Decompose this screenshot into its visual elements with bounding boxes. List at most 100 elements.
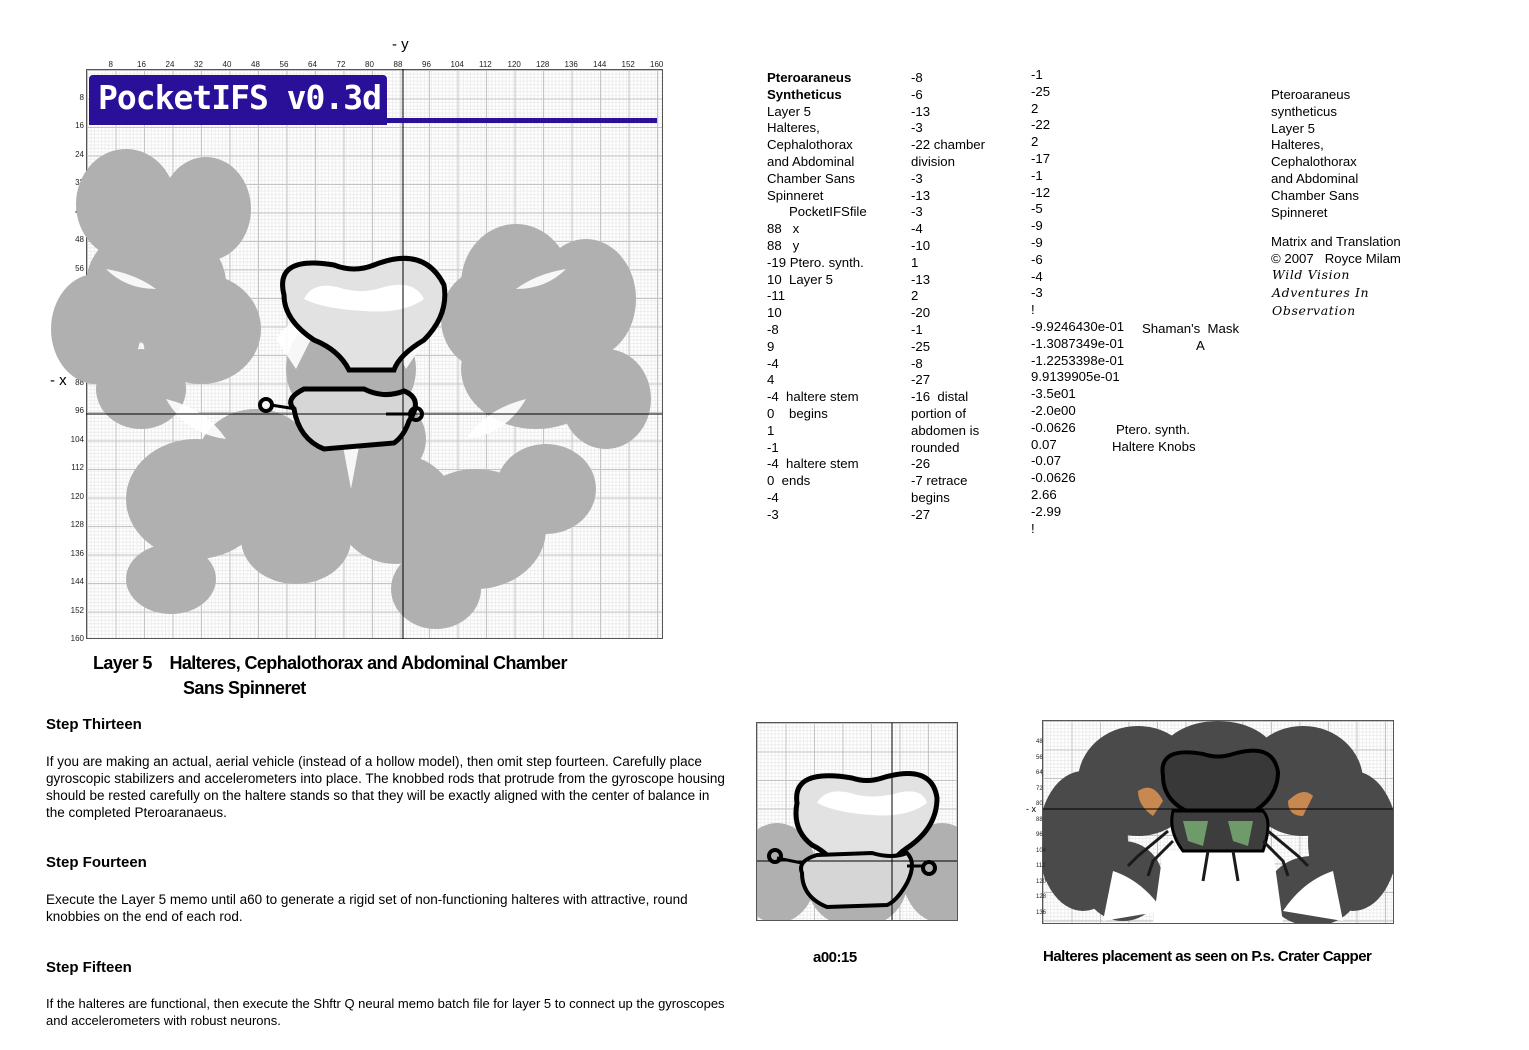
column-line: 2 <box>911 288 919 304</box>
column-line: Syntheticus <box>767 86 842 102</box>
y-tick-label: 128 <box>70 520 84 529</box>
x-tick-label: 40 <box>222 60 232 69</box>
fractal-drawing <box>51 69 662 639</box>
column-line: abdomen is <box>911 422 980 438</box>
x-tick-label: 96 <box>422 60 431 69</box>
layer-caption-line1: Layer 5 Halteres, Cephalothorax and Abdo… <box>93 653 567 673</box>
column-line: -1 <box>911 321 923 337</box>
thumbnail-crater-capper <box>1042 720 1394 924</box>
column-line: -1 <box>767 439 779 455</box>
y-tick-label: 152 <box>70 605 84 615</box>
column-line: -27 <box>911 372 931 388</box>
column-line: -25 <box>911 338 931 354</box>
column-line: -8 <box>767 321 779 337</box>
column-line: -25 <box>1031 83 1051 99</box>
credit-matrix-translation: Matrix and Translation <box>1271 234 1401 249</box>
column-title-block: Pteroaraneus syntheticus Layer 5 Halteres, C… <box>1271 87 1359 221</box>
column-line: -2.99 <box>1031 503 1062 519</box>
step-fifteen-text: If the halteres are functional, then exe… <box>46 996 725 1028</box>
y-tick-label: 24 <box>75 149 84 159</box>
column-line: Layer 5 <box>767 103 811 119</box>
y-tick-label: 120 <box>70 491 84 501</box>
step-fifteen-title: Step Fifteen <box>46 959 132 976</box>
column-line: Cephalothorax <box>767 137 853 153</box>
x-tick-row: 8 16 24 32 40 48 56 64 72 80 88 96 104 112 120 128 136 14… <box>86 60 664 70</box>
x-tick-label: 32 <box>194 60 203 69</box>
column-line: -3 <box>767 506 779 522</box>
column-coefficients-3: -1 -25 2 -22 2 -17 -1 -12 -5 -9 -9 -6 -4 -3! -9.924643… <box>1031 67 1124 537</box>
column-line: -3.5e01 <box>1031 386 1076 402</box>
column-line: -0.0626 <box>1031 419 1076 435</box>
column-line: division <box>911 153 955 169</box>
thumb-y-tick-label: 104 <box>1036 847 1047 854</box>
thumb-y-tick-label: 136 <box>1036 909 1047 916</box>
column-line: syntheticus <box>1271 103 1337 119</box>
column-line: -7 retrace <box>911 473 968 489</box>
column-line: -6 <box>911 86 923 102</box>
column-line: -8 <box>911 355 923 371</box>
thumb-y-tick-label: 56 <box>1036 754 1043 761</box>
credit-copyright: © 2007 Royce Milam <box>1271 251 1401 266</box>
note-ptero-synth: Ptero. synth. <box>1116 422 1191 437</box>
column-line: 1 <box>911 254 919 270</box>
column-line: -16 distal <box>911 389 969 405</box>
thumb-y-tick-label: 64 <box>1036 770 1043 776</box>
column-line: 88 x <box>767 221 800 237</box>
column-line: -3 <box>911 120 923 136</box>
thumb-y-tick-label: 80 <box>1036 801 1043 807</box>
column-line: -6 <box>1031 251 1043 267</box>
column-line: -3 <box>1031 285 1043 301</box>
fractal-gray-blobs <box>51 149 651 629</box>
wild-vision-logo-line1: Wild Vision <box>1272 267 1350 282</box>
column-line: -13 <box>911 187 931 203</box>
left-haltere-knob <box>258 397 274 413</box>
column-line: 88 y <box>767 237 800 253</box>
column-line: -19 Ptero. synth. <box>767 254 864 270</box>
column-line: ! <box>1031 302 1035 318</box>
column-line: 2 <box>1031 134 1039 150</box>
x-tick-label: 160 <box>650 60 664 69</box>
thumb-y-tick-label: 48 <box>1036 739 1043 745</box>
column-line: -9 <box>1031 218 1043 234</box>
x-tick-label: 24 <box>165 60 175 69</box>
thumbnail-crater-capper-drawing <box>1043 721 1393 923</box>
note-mask-letter: A <box>1196 338 1205 353</box>
thumbnail-a00-15-caption: a00:15 <box>813 949 857 966</box>
x-tick-label: 112 <box>479 60 492 69</box>
column-line: Pteroaraneus <box>767 70 852 85</box>
column-line: 4 <box>767 372 775 388</box>
column-line: -1 <box>1031 67 1043 82</box>
wild-vision-logo-line2: Adventures In <box>1272 285 1370 300</box>
y-tick-label: 104 <box>70 434 84 444</box>
column-line: -4 <box>767 489 779 505</box>
x-tick-label: 16 <box>137 60 146 69</box>
column-line: and Abdominal <box>767 153 855 169</box>
banner-underline <box>387 118 657 123</box>
column-line: -10 <box>911 237 931 253</box>
thumb-y-tick-label: 128 <box>1036 894 1047 900</box>
column-line: -22 <box>1031 117 1051 133</box>
step-fourteen-title: Step Fourteen <box>46 854 147 871</box>
column-line: -0.07 <box>1031 453 1062 469</box>
wild-vision-logo-line3: Observation <box>1272 303 1356 318</box>
thumbnail-a00-15-drawing <box>757 723 957 920</box>
column-line: PocketIFSfile <box>767 204 867 220</box>
column-line: 9.9139905e-01 <box>1031 369 1120 385</box>
column-line: 0.07 <box>1031 436 1057 452</box>
x-tick-label: 72 <box>336 60 346 69</box>
column-line: 0 begins <box>767 405 828 421</box>
column-line: rounded <box>911 439 960 455</box>
abdomen-outline <box>288 386 418 452</box>
x-tick-label: 56 <box>279 60 289 69</box>
column-line: -4 haltere stem <box>767 456 859 472</box>
y-tick-label: 48 <box>75 235 84 244</box>
column-line: -12 <box>1031 184 1051 200</box>
column-coefficients-2: -8 -6 -13 -3 -22 chamber division -3 -13 -3 -4 -10… <box>911 70 985 524</box>
column-line: -1.3087349e-01 <box>1031 335 1125 351</box>
y-tick-label: 136 <box>70 548 84 558</box>
column-line: -2.0e00 <box>1031 402 1076 418</box>
x-tick-label: 120 <box>507 60 521 69</box>
x-tick-label: 88 <box>393 60 403 69</box>
column-line: -13 <box>911 271 931 287</box>
x-tick-label: 136 <box>564 60 578 69</box>
